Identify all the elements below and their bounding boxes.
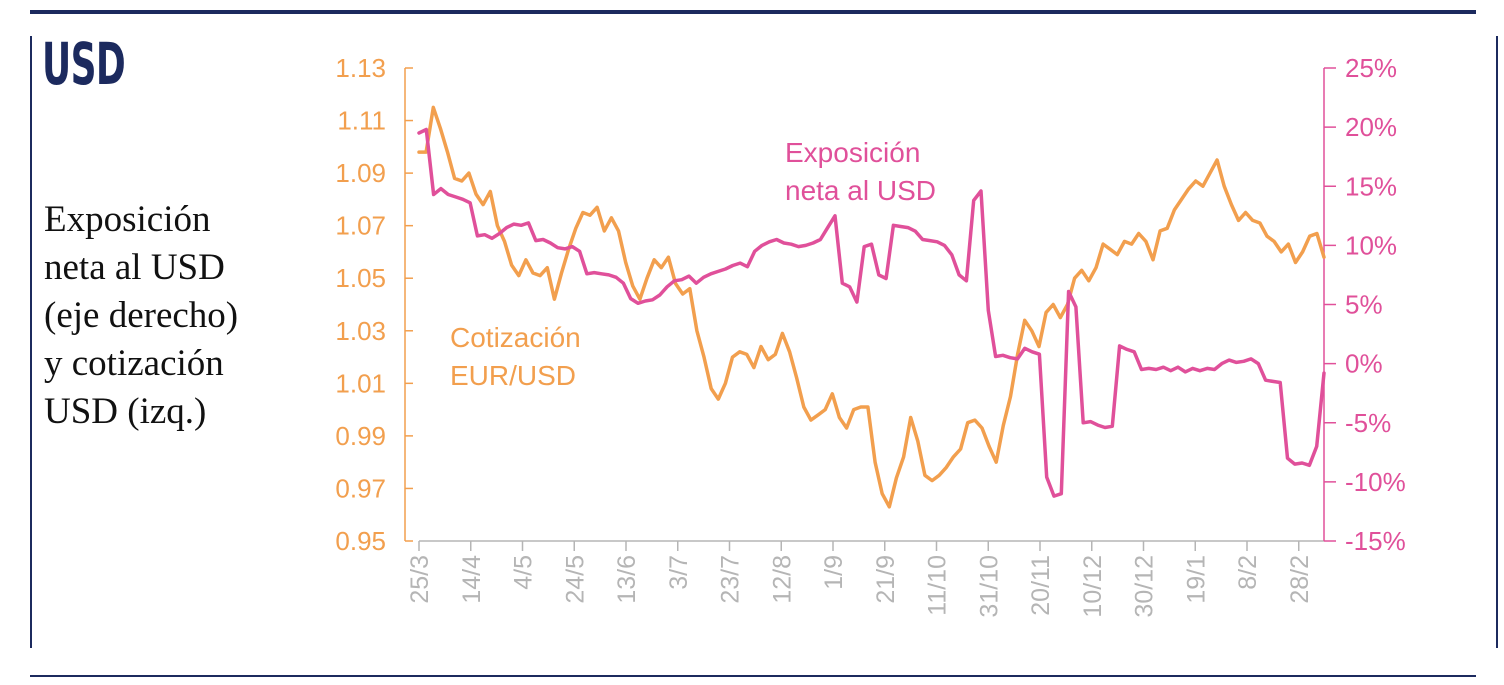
left-y-tick-label: 1.03 bbox=[335, 316, 386, 346]
x-tick-label: 11/10 bbox=[924, 555, 952, 616]
x-tick-label: 3/7 bbox=[665, 555, 693, 590]
side-caption-line: neta al USD bbox=[44, 247, 225, 288]
series-label-exposure: Exposición bbox=[785, 137, 920, 168]
x-tick-label: 8/2 bbox=[1234, 555, 1262, 590]
left-y-tick-label: 1.09 bbox=[335, 158, 386, 188]
top-rule bbox=[30, 10, 1476, 14]
right-y-tick-label: -10% bbox=[1345, 467, 1406, 497]
left-y-tick-label: 1.11 bbox=[337, 106, 386, 136]
x-tick-label: 25/3 bbox=[406, 555, 434, 604]
x-tick-label: 28/2 bbox=[1286, 555, 1314, 604]
side-caption-line: Exposición bbox=[44, 199, 211, 240]
side-caption-line: USD (izq.) bbox=[44, 391, 207, 432]
x-tick-label: 20/11 bbox=[1027, 555, 1055, 616]
left-frame-tick bbox=[30, 36, 32, 648]
left-y-tick-label: 0.95 bbox=[335, 526, 386, 556]
series-label-rate: EUR/USD bbox=[450, 360, 576, 391]
right-y-tick-label: 15% bbox=[1345, 171, 1397, 201]
left-y-tick-label: 1.01 bbox=[335, 368, 386, 398]
x-tick-label: 13/6 bbox=[613, 555, 641, 604]
x-tick-label: 24/5 bbox=[561, 555, 589, 604]
x-tick-label: 30/12 bbox=[1131, 555, 1159, 618]
side-caption-line: (eje derecho) bbox=[44, 295, 239, 336]
right-y-tick-label: 5% bbox=[1345, 290, 1383, 320]
left-y-tick-label: 1.07 bbox=[335, 211, 386, 241]
x-tick-label: 4/5 bbox=[510, 555, 538, 590]
left-y-tick-label: 0.97 bbox=[335, 473, 386, 503]
right-y-tick-label: -5% bbox=[1345, 408, 1391, 438]
series-label-rate: Cotización bbox=[450, 322, 581, 353]
side-caption-line: y cotización bbox=[44, 343, 224, 384]
x-tick-label: 23/7 bbox=[717, 555, 745, 604]
x-tick-label: 1/9 bbox=[820, 555, 848, 590]
left-y-tick-label: 1.13 bbox=[335, 53, 386, 83]
right-y-tick-label: 0% bbox=[1345, 349, 1383, 379]
x-tick-label: 21/9 bbox=[872, 555, 900, 604]
series-label-exposure: neta al USD bbox=[785, 175, 936, 206]
right-y-tick-label: 10% bbox=[1345, 230, 1397, 260]
left-y-tick-label: 0.99 bbox=[335, 421, 386, 451]
bottom-rule bbox=[30, 675, 1476, 677]
right-y-tick-label: -15% bbox=[1345, 526, 1406, 556]
page-title: USD bbox=[42, 30, 126, 98]
side-caption: Exposición neta al USD (eje derecho) y c… bbox=[44, 196, 294, 436]
x-tick-label: 10/12 bbox=[1079, 555, 1107, 618]
x-tick-label: 12/8 bbox=[768, 555, 796, 604]
right-y-tick-label: 25% bbox=[1345, 53, 1397, 83]
x-tick-label: 19/1 bbox=[1182, 555, 1210, 604]
left-y-tick-label: 1.05 bbox=[335, 263, 386, 293]
right-y-tick-label: 20% bbox=[1345, 112, 1397, 142]
x-tick-label: 14/4 bbox=[458, 555, 486, 604]
right-frame-tick bbox=[1496, 36, 1498, 648]
x-tick-label: 31/10 bbox=[975, 555, 1003, 618]
series-line-exposure bbox=[417, 127, 1326, 498]
